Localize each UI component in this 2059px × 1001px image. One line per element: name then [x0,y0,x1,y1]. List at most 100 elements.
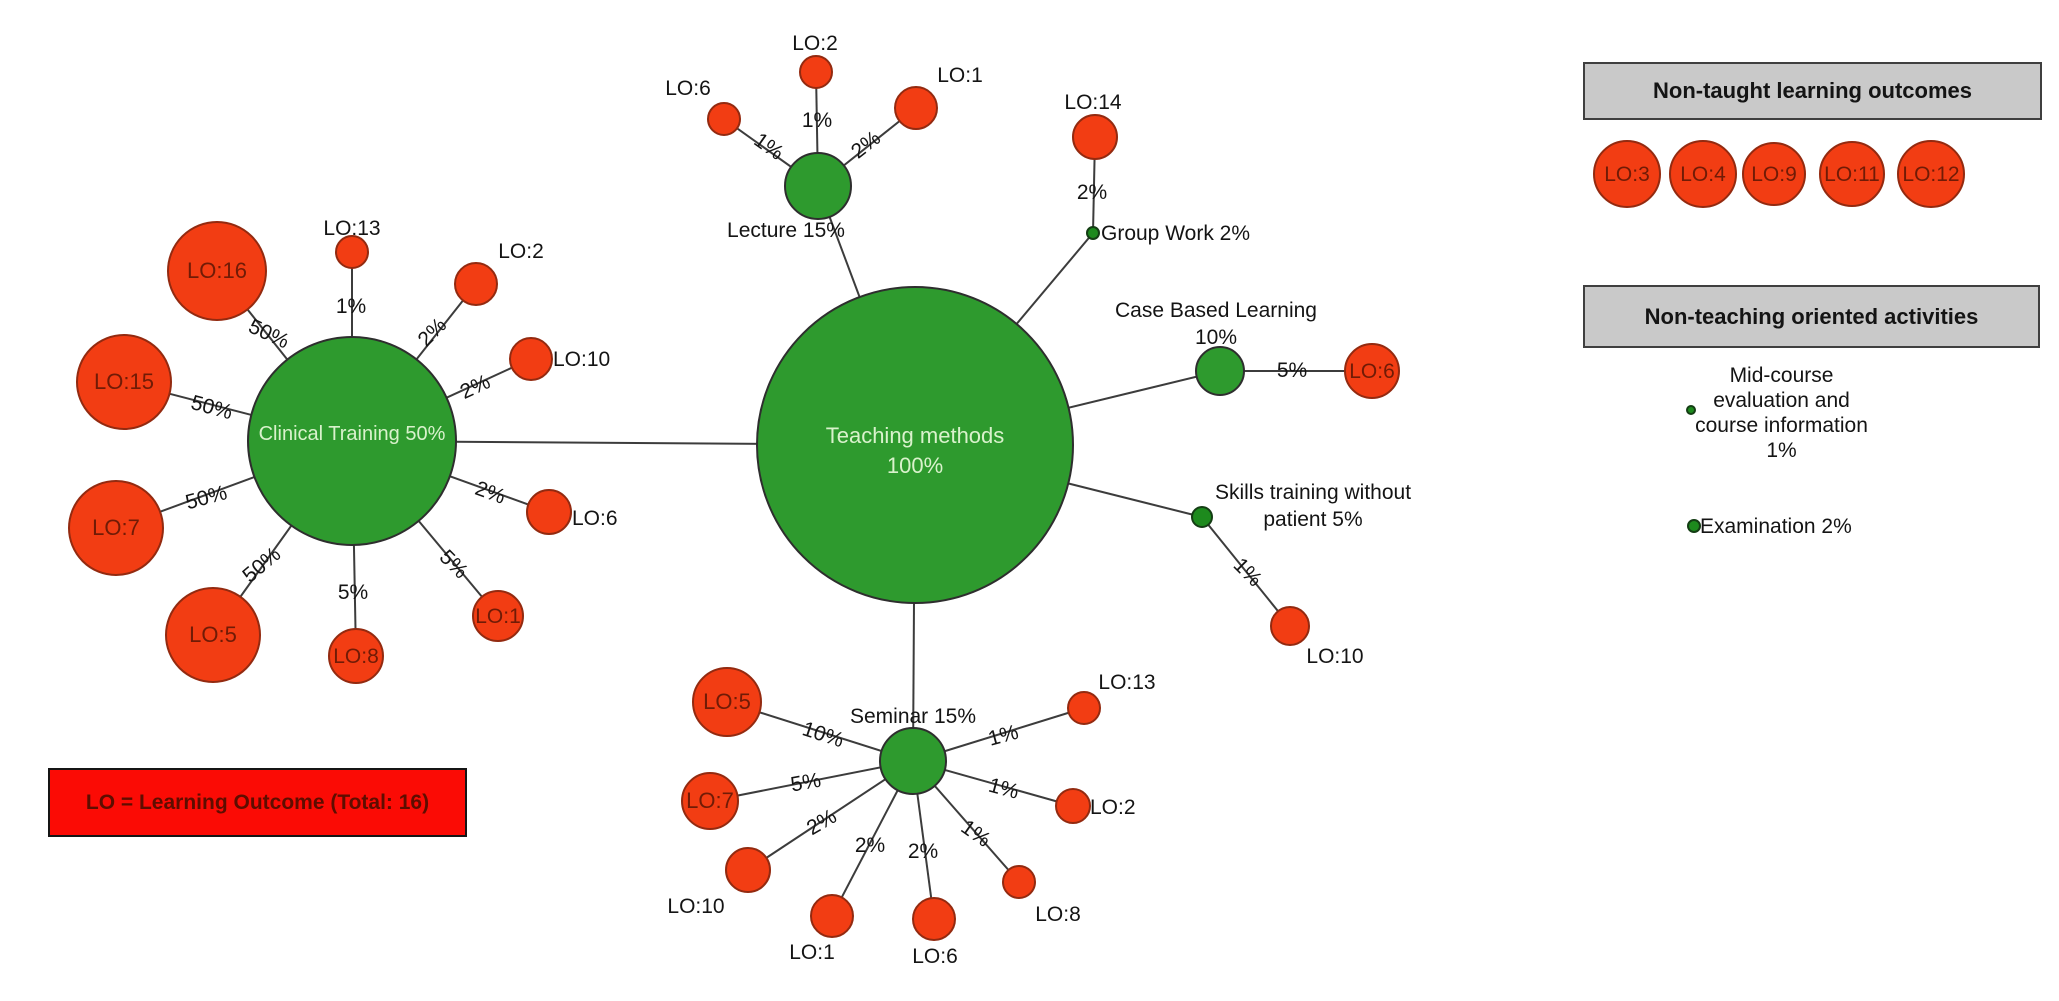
edge-label-lecture-llo2: 1% [802,109,832,132]
edge-label-seminar-smlo5: 10% [799,717,846,752]
edge-seminar-smlo7 [709,760,914,802]
node-smlo8 [1002,865,1036,899]
node-lo5c [165,587,261,683]
node-clinical [247,336,457,546]
node-label-smlo6: LO:6 [912,945,958,968]
node-lo2c [454,262,498,306]
node-smlo10 [725,847,771,893]
edge-label-seminar-smlo6: 2% [908,840,938,863]
node-llo1 [894,86,938,130]
node-glo11 [1819,141,1885,207]
node-label-teaching-1: 100% [887,453,943,478]
edge-label-seminar-smlo2: 1% [986,774,1021,804]
node-label-lo5c: LO:5 [189,622,237,647]
midcourse-evaluation-note: Mid-course evaluation and course informa… [1695,364,1868,462]
node-label-skills-0: Skills training without [1215,481,1411,504]
node-label-casebased-0: Case Based Learning [1115,299,1317,322]
node-label-smlo2: LO:2 [1090,796,1136,819]
node-label-clinical: Clinical Training 50% [259,423,446,445]
node-clo6 [1344,343,1400,399]
node-smlo7 [681,772,739,830]
non-taught-legend-header: Non-taught learning outcomes [1583,62,2042,120]
node-label-glo12: LO:12 [1902,163,1959,186]
node-label-clo6: LO:6 [1349,360,1395,383]
edge-label-clinical-lo8c: 5% [338,581,368,604]
node-label-lo10c: LO:10 [553,348,610,371]
node-label-casebased-1: 10% [1195,326,1237,349]
node-label-skills-1: patient 5% [1263,508,1362,531]
node-llo6 [707,102,741,136]
node-glo3 [1593,140,1661,208]
lo-total-annotation-label: LO = Learning Outcome (Total: 16) [85,790,430,814]
node-label-lo8c: LO:8 [333,645,379,668]
edge-label-seminar-smlo1: 2% [855,834,885,857]
node-glo4 [1669,140,1737,208]
node-label-smlo5: LO:5 [703,689,751,714]
node-teaching [756,286,1074,604]
node-lo14 [1072,114,1118,160]
non-taught-legend-title: Non-taught learning outcomes [1653,78,1972,103]
edge-label-clinical-lo10c: 2% [457,370,494,404]
node-seminar [879,727,947,795]
node-label-glo9: LO:9 [1751,163,1797,186]
edge-label-seminar-smlo13: 1% [986,721,1021,751]
edge-label-clinical-lo16: 50% [245,315,293,354]
node-label-lo6c: LO:6 [572,507,618,530]
node-skills [1191,506,1213,528]
node-lo6c [526,489,572,535]
node-label-seminar: Seminar 15% [850,705,976,728]
edge-label-casebased-clo6: 5% [1277,359,1307,382]
node-label-smlo13: LO:13 [1098,671,1155,694]
node-smlo2 [1055,788,1091,824]
edge-skills-slo10 [1201,516,1291,627]
node-lo8c [328,628,384,684]
lo-total-annotation: LO = Learning Outcome (Total: 16) [48,768,467,837]
node-label-llo2: LO:2 [792,32,838,55]
edge-label-clinical-lo2c: 2% [414,314,452,352]
node-label-llo6: LO:6 [665,77,711,100]
node-label-groupwork: Group Work 2% [1101,222,1250,245]
node-glo12 [1897,140,1965,208]
node-smlo13 [1067,691,1101,725]
edge-label-clinical-lo7c: 50% [183,481,230,514]
node-label-smlo7: LO:7 [686,788,734,813]
node-lo1c [472,590,524,642]
node-label-smlo10: LO:10 [667,895,724,918]
node-casebased [1195,346,1245,396]
node-midcourse-dot [1686,405,1696,415]
examination-note: Examination 2% [1700,515,1852,538]
node-lo7c [68,480,164,576]
edge-label-clinical-lo15: 50% [188,391,235,424]
non-teaching-legend-title: Non-teaching oriented activities [1644,303,1979,329]
node-label-glo4: LO:4 [1680,163,1726,186]
edge-label-clinical-lo6c: 2% [472,477,508,509]
edge-label-groupwork-lo14: 2% [1077,181,1107,204]
node-llo2 [799,55,833,89]
node-lo13c [335,235,369,269]
node-smlo1 [810,894,854,938]
node-label-slo10: LO:10 [1306,645,1363,668]
node-lo15 [76,334,172,430]
node-groupwork [1086,226,1100,240]
node-label-lo1c: LO:1 [475,605,521,628]
node-lecture [784,152,852,220]
edge-label-seminar-smlo7: 5% [789,769,823,797]
node-label-lo13c: LO:13 [323,217,380,240]
edge-label-skills-slo10: 1% [1229,554,1267,592]
node-label-lo16: LO:16 [187,258,247,283]
node-smlo5 [692,667,762,737]
node-exam-dot [1687,519,1701,533]
node-label-lo15: LO:15 [94,369,154,394]
node-label-smlo8: LO:8 [1035,903,1081,926]
node-lo16 [167,221,267,321]
node-label-glo11: LO:11 [1824,163,1880,186]
node-label-llo1: LO:1 [937,64,983,87]
node-smlo6 [912,897,956,941]
edge-label-clinical-lo5c: 50% [238,543,285,588]
node-slo10 [1270,606,1310,646]
node-label-lo14: LO:14 [1064,91,1122,114]
node-label-lecture: Lecture 15% [727,219,845,242]
node-label-glo3: LO:3 [1604,163,1650,186]
node-glo9 [1742,142,1806,206]
